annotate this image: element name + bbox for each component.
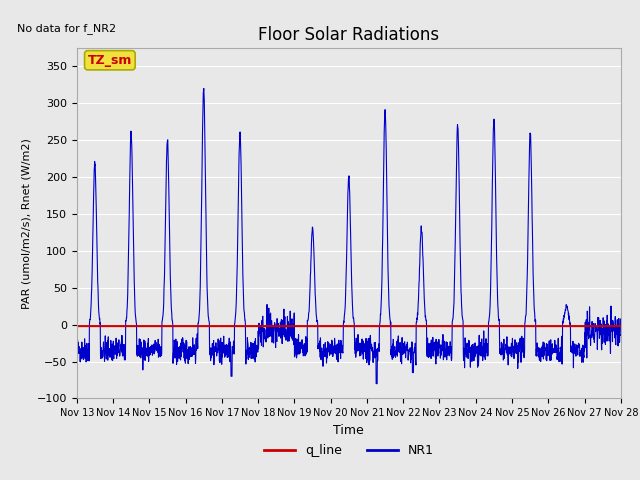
- NR1: [200, 85, 207, 91]
- NR1: [377, 312, 385, 318]
- q_line: [225, 323, 232, 329]
- NR1: [584, 320, 592, 326]
- NR1: [73, 346, 81, 352]
- q_line: [507, 323, 515, 329]
- NR1: [225, 340, 232, 346]
- X-axis label: Time: Time: [333, 424, 364, 437]
- q_line: [617, 323, 625, 329]
- q_line: [365, 323, 372, 329]
- Line: NR1: NR1: [77, 88, 621, 384]
- Legend: q_line, NR1: q_line, NR1: [259, 439, 439, 462]
- NR1: [570, 345, 577, 350]
- NR1: [617, 323, 625, 329]
- NR1: [508, 353, 515, 359]
- q_line: [569, 323, 577, 329]
- NR1: [372, 381, 380, 386]
- NR1: [365, 340, 372, 346]
- q_line: [73, 323, 81, 329]
- q_line: [376, 323, 384, 329]
- Y-axis label: PAR (umol/m2/s), Rnet (W/m2): PAR (umol/m2/s), Rnet (W/m2): [21, 138, 31, 309]
- Title: Floor Solar Radiations: Floor Solar Radiations: [258, 25, 440, 44]
- Text: TZ_sm: TZ_sm: [88, 54, 132, 67]
- q_line: [584, 323, 591, 329]
- Text: No data for f_NR2: No data for f_NR2: [17, 24, 116, 35]
